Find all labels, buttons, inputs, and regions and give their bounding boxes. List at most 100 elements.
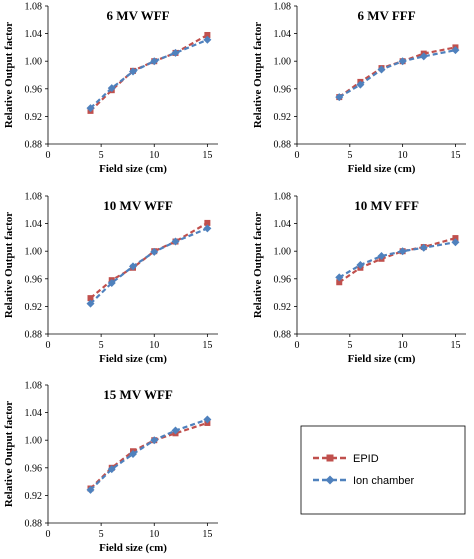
series-line-epid [338,237,456,284]
data-point-epid [204,31,211,38]
x-tick-label: 10 [149,150,159,161]
y-tick-label: 1.00 [274,57,292,68]
y-tick-label: 0.92 [25,112,43,123]
legend-entry-epid: EPID [313,453,379,465]
x-tick-label: 5 [347,340,352,351]
x-tick-label: 15 [202,340,212,351]
data-point-ion-chamber [129,450,137,458]
legend-label-epid: EPID [353,453,379,465]
data-point-ion-chamber [107,84,116,93]
chart-10-mv-fff: 0.88 0.92 0.96 1.00 1.04 1.08 0 5 10 15 Field size… [252,192,466,365]
data-point-ion-chamber [86,299,95,308]
x-tick-label: 0 [46,150,51,161]
x-axis-label: Field size (cm) [99,163,167,175]
y-tick-label: 0.96 [25,84,43,95]
data-point-ion-chamber [203,35,212,44]
y-tick-label: 1.04 [25,29,43,40]
y-axis-label: Relative Output factor [252,22,264,128]
y-tick-label: 1.04 [274,219,292,230]
data-point-ion-chamber [398,57,407,66]
series-ion-chamber [335,238,460,282]
y-tick-label: 0.88 [274,330,292,341]
data-point-ion-chamber [86,104,95,113]
chart-6-mv-fff: 0.88 0.92 0.96 1.00 1.04 1.08 0 5 10 15 Field size… [252,2,466,175]
y-tick-label: 0.92 [25,491,43,502]
y-tick-label: 0.96 [25,274,43,285]
y-tick-label: 1.00 [25,436,43,447]
data-point-ion-chamber [398,247,407,256]
y-axis-label: Relative Output factor [3,212,15,318]
data-point-ion-chamber [356,80,365,89]
x-tick-label: 5 [99,340,104,351]
data-point-ion-chamber [419,52,428,61]
y-tick-label: 0.92 [274,302,292,313]
chart-title: 6 MV WFF [107,8,170,23]
y-tick-label: 1.08 [274,192,292,203]
data-point-ion-chamber [171,48,180,57]
y-tick-label: 1.08 [25,2,43,13]
x-tick-label: 5 [99,150,104,161]
data-point-ion-chamber [377,252,386,261]
y-tick-label: 0.96 [274,84,292,95]
x-tick-label: 0 [46,529,51,540]
data-point-ion-chamber [129,262,137,271]
data-point-ion-chamber [451,238,460,247]
data-point-ion-chamber [203,415,212,424]
y-tick-label: 1.00 [25,57,43,68]
y-tick-label: 1.08 [25,192,43,203]
data-point-epid [87,295,94,302]
data-point-ion-chamber [86,485,95,494]
chart-6-mv-wff: 0.88 0.92 0.96 1.00 1.04 1.08 0 5 10 15 Field size… [3,2,218,175]
y-tick-label: 1.08 [25,381,43,392]
y-tick-label: 0.96 [25,463,43,474]
chart-15-mv-wff: 0.88 0.92 0.96 1.00 1.04 1.08 0 5 10 15 Field size… [3,381,218,554]
series-line-ion-chamber [89,418,208,491]
data-point-ion-chamber [150,247,159,256]
y-axis-label: Relative Output factor [3,22,15,128]
legend: EPID Ion chamber [300,425,466,515]
data-point-ion-chamber [150,436,159,445]
x-axis-label: Field size (cm) [99,542,167,554]
y-tick-label: 1.04 [25,408,43,419]
x-tick-label: 15 [450,150,460,161]
x-tick-label: 10 [398,150,408,161]
data-point-ion-chamber [377,65,386,74]
x-axis-label: Field size (cm) [348,163,416,175]
data-point-ion-chamber [171,426,180,435]
x-tick-label: 10 [149,340,159,351]
y-tick-label: 0.92 [25,302,43,313]
series-line-ion-chamber [338,241,456,279]
series-ion-chamber [86,415,212,494]
legend-entry-ion-chamber: Ion chamber [313,475,414,487]
data-point-ion-chamber [356,261,365,269]
series-ion-chamber [86,35,212,113]
y-tick-label: 0.96 [274,274,292,285]
x-axis-label: Field size (cm) [348,353,416,365]
chart-title: 10 MV WFF [103,198,173,213]
y-tick-label: 0.88 [25,140,43,151]
y-tick-label: 1.04 [274,29,292,40]
series-line-ion-chamber [89,227,208,305]
y-axis-label: Relative Output factor [252,212,264,318]
chart-title: 6 MV FFF [357,8,415,23]
x-tick-label: 5 [99,529,104,540]
y-tick-label: 1.00 [274,247,292,258]
y-tick-label: 1.08 [274,2,292,13]
series-line-ion-chamber [89,38,208,109]
series-ion-chamber [86,224,212,308]
y-tick-label: 1.04 [25,219,43,230]
chart-title: 10 MV FFF [354,198,419,213]
charts-group: 0.88 0.92 0.96 1.00 1.04 1.08 0 5 10 15 Field size… [3,2,466,554]
x-tick-label: 15 [450,340,460,351]
x-tick-label: 0 [295,340,300,351]
data-point-epid [452,235,459,242]
series-line-ion-chamber [338,49,456,99]
x-tick-label: 10 [398,340,408,351]
data-point-epid [336,279,343,286]
data-point-ion-chamber [129,67,137,76]
y-tick-label: 0.88 [25,330,43,341]
data-point-ion-chamber [419,243,428,252]
x-tick-label: 0 [46,340,51,351]
legend-label-ion-chamber: Ion chamber [353,475,414,487]
